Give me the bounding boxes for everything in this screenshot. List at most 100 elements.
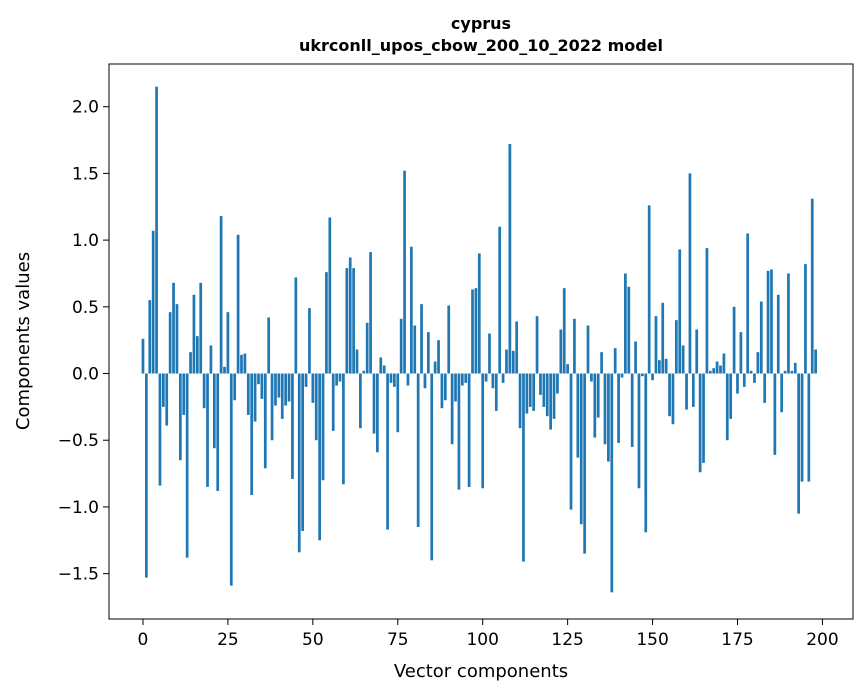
bar-180	[753, 373, 756, 383]
bar-139	[613, 348, 617, 374]
bar-104	[494, 373, 498, 411]
bar-56	[331, 373, 335, 431]
bar-35	[260, 373, 264, 399]
bar-12	[182, 373, 186, 415]
bar-49	[308, 308, 311, 374]
bar-28	[236, 234, 240, 374]
bar-53	[321, 373, 325, 481]
bar-111	[518, 373, 522, 429]
bar-173	[729, 373, 733, 419]
bar-162	[691, 373, 695, 407]
bar-71	[382, 365, 386, 374]
bar-126	[569, 373, 573, 510]
bar-193	[797, 373, 800, 514]
y-tick-label: 0.0	[72, 365, 99, 385]
bar-34	[257, 373, 260, 385]
bar-19	[206, 373, 209, 487]
bar-10	[175, 304, 179, 374]
bar-32	[250, 373, 254, 495]
x-tick-label: 200	[806, 630, 838, 650]
bar-41	[280, 373, 284, 419]
bar-95	[464, 373, 468, 383]
bar-131	[586, 325, 590, 374]
bar-179	[749, 370, 753, 374]
x-tick-label: 0	[138, 630, 149, 650]
bar-96	[467, 373, 471, 487]
bar-76	[399, 318, 403, 374]
bar-59	[342, 373, 345, 485]
bar-58	[338, 373, 342, 382]
bar-122	[556, 373, 559, 394]
bar-37	[267, 317, 271, 374]
bar-61	[348, 257, 352, 374]
bar-188	[780, 373, 784, 413]
bar-167	[708, 370, 712, 374]
bar-198	[814, 349, 817, 374]
y-tick-label: 0.5	[72, 298, 99, 318]
bar-86	[433, 361, 437, 374]
bar-141	[620, 373, 624, 378]
bar-39	[274, 373, 277, 406]
bar-2	[148, 300, 152, 374]
y-tick-label: −1.5	[58, 565, 99, 585]
plot-area-frame	[108, 63, 854, 620]
bar-155	[668, 373, 671, 417]
bar-8	[168, 312, 172, 374]
bar-119	[545, 373, 549, 417]
bar-187	[776, 294, 780, 374]
bar-108	[508, 144, 512, 374]
chart-title: cyprus	[451, 14, 511, 33]
bar-145	[634, 341, 637, 374]
bar-144	[630, 373, 634, 447]
bar-163	[695, 329, 699, 374]
bar-65	[362, 370, 366, 374]
bar-169	[715, 361, 719, 374]
bar-42	[284, 373, 288, 406]
bar-16	[195, 336, 199, 374]
bar-26	[229, 373, 233, 586]
bar-161	[688, 173, 692, 374]
bar-174	[732, 306, 736, 374]
y-tick-label: −1.0	[58, 498, 99, 518]
bar-197	[810, 198, 814, 374]
bar-177	[742, 373, 746, 387]
bar-143	[627, 286, 631, 374]
bar-97	[471, 289, 474, 374]
bar-116	[535, 316, 539, 374]
bar-125	[566, 364, 569, 374]
bar-33	[253, 373, 257, 422]
bar-165	[702, 373, 705, 463]
bar-129	[579, 373, 583, 525]
bar-138	[610, 373, 614, 593]
bar-48	[304, 373, 308, 387]
bar-82	[420, 304, 423, 374]
bar-190	[787, 273, 790, 374]
y-axis-ticks: −1.5 −1.0 −0.5 0.0 0.5 1.0 1.5 2.0	[58, 98, 109, 585]
x-axis-label: Vector components	[394, 661, 568, 682]
bar-81	[416, 373, 420, 527]
x-tick-label: 25	[217, 630, 239, 650]
bar-63	[355, 349, 359, 374]
bar-142	[624, 273, 627, 374]
bar-46	[297, 373, 301, 553]
bar-157	[674, 320, 678, 374]
bar-113	[525, 373, 529, 414]
bar-153	[661, 302, 665, 374]
bar-11	[178, 373, 182, 461]
bar-51	[314, 373, 318, 441]
bar-44	[291, 373, 294, 479]
bar-85	[430, 373, 434, 561]
bar-171	[722, 353, 726, 374]
bar-137	[607, 373, 610, 462]
bar-93	[457, 373, 461, 490]
x-tick-label: 100	[466, 630, 498, 650]
bar-170	[719, 365, 722, 374]
bar-121	[552, 373, 556, 419]
bar-151	[654, 316, 658, 374]
bar-182	[759, 301, 763, 374]
x-tick-label: 50	[302, 630, 324, 650]
bar-25	[226, 312, 230, 374]
bar-67	[369, 252, 372, 374]
bar-31	[246, 373, 250, 415]
